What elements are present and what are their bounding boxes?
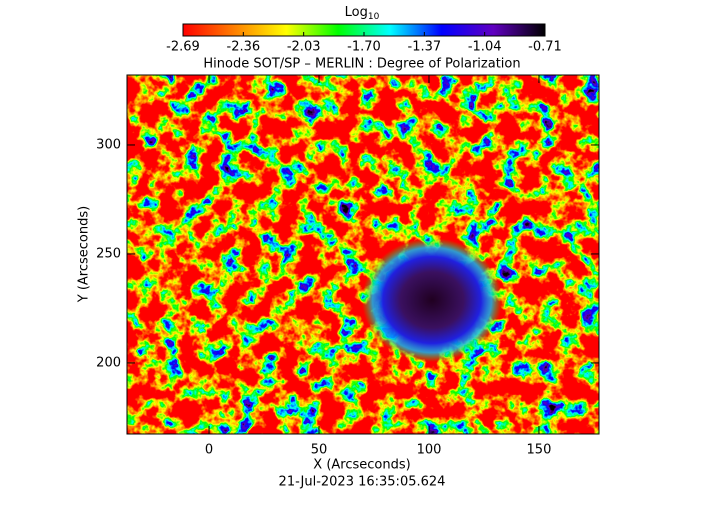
x-tick-label: 150	[527, 443, 552, 458]
colorbar-tick-label: -1.04	[468, 40, 502, 55]
plot-frame	[126, 74, 600, 435]
y-tick-label: 300	[96, 137, 121, 152]
x-axis-label: X (Arcseconds)	[313, 458, 410, 473]
colorbar-tick-label: -2.36	[227, 40, 261, 55]
y-axis-label: Y (Arcseconds)	[77, 206, 92, 303]
colorbar-tick-label: -1.37	[408, 40, 442, 55]
sunspot	[362, 238, 502, 362]
chart-title: Hinode SOT/SP – MERLIN : Degree of Polar…	[203, 57, 520, 72]
y-tick-label: 250	[96, 246, 121, 261]
x-tick-label: 0	[205, 443, 213, 458]
colorbar-label-subscript: 10	[368, 12, 380, 22]
image	[127, 75, 599, 434]
polarization-map	[127, 75, 599, 434]
colorbar-tick-label: -2.03	[287, 40, 321, 55]
colorbar-tick-label: -1.70	[347, 40, 381, 55]
x-tick-label: 100	[417, 443, 442, 458]
colorbar-tick-label: -2.69	[166, 40, 200, 55]
x-tick-label: 50	[311, 443, 328, 458]
colorbar-label-text: Log	[345, 5, 368, 20]
colorbar-label: Log10	[345, 5, 380, 22]
timestamp: 21-Jul-2023 16:35:05.624	[279, 475, 446, 490]
y-tick-label: 200	[96, 355, 121, 370]
colorbar-tick-label: -0.71	[528, 40, 562, 55]
